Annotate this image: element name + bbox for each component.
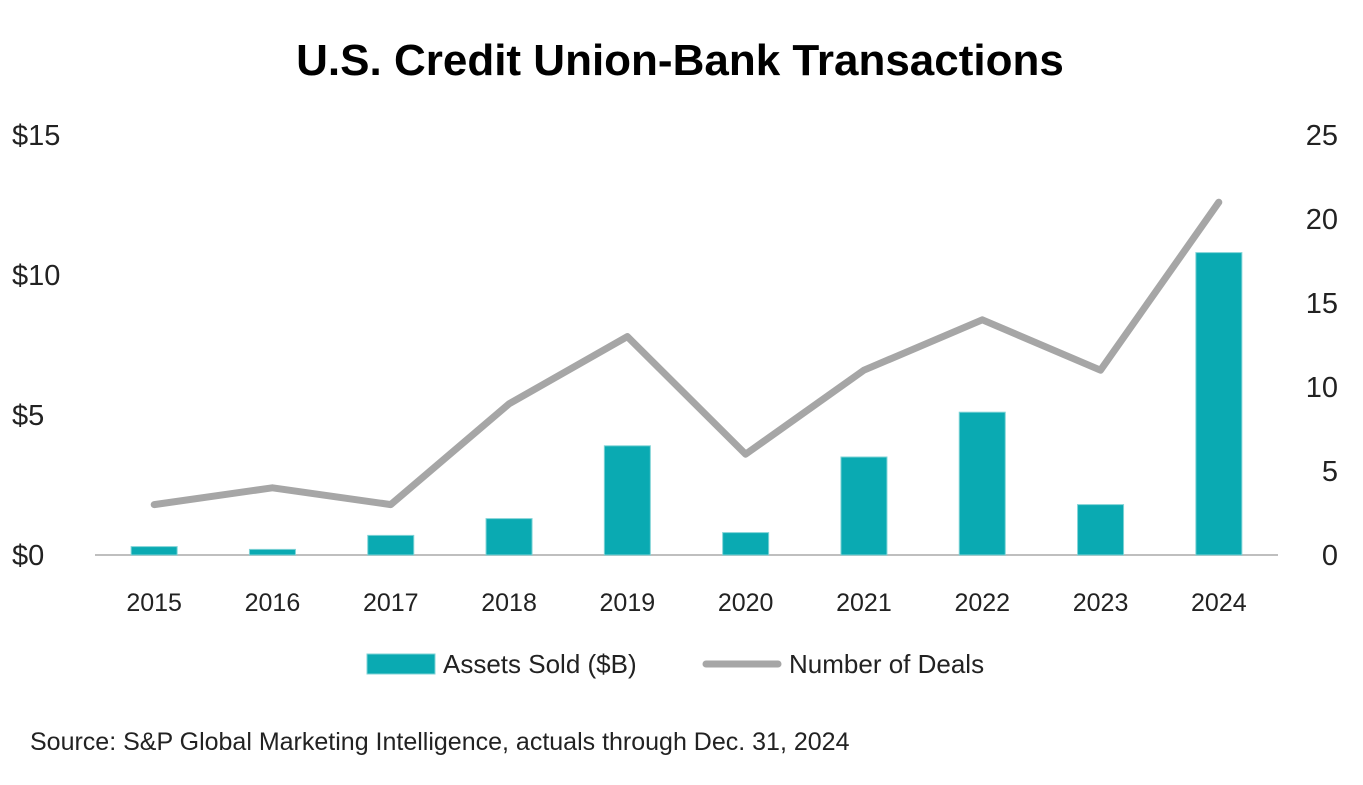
- x-tick-label: 2017: [363, 589, 419, 617]
- left-tick-label: $10: [12, 260, 60, 292]
- x-tick-label: 2019: [600, 589, 656, 617]
- left-tick-label: $15: [12, 120, 60, 152]
- bar-2024: [1195, 252, 1243, 556]
- x-tick-label: 2020: [718, 589, 774, 617]
- right-tick-label: 0: [1322, 540, 1338, 572]
- bar-2022: [958, 411, 1006, 556]
- left-tick-label: $5: [12, 400, 44, 432]
- right-tick-label: 15: [1306, 288, 1338, 320]
- chart-title: U.S. Credit Union-Bank Transactions: [296, 36, 1064, 85]
- deals-point-2015: [153, 504, 155, 506]
- bar-2023: [1077, 504, 1125, 556]
- deals-point-2017: [390, 504, 392, 506]
- deals-point-2023: [1100, 369, 1102, 371]
- deals-point-2022: [981, 319, 983, 321]
- deals-point-2020: [745, 453, 747, 455]
- right-tick-label: 5: [1322, 456, 1338, 488]
- legend-label-number-of-deals: Number of Deals: [789, 649, 984, 679]
- x-tick-label: 2016: [245, 589, 301, 617]
- deals-point-2018: [508, 403, 510, 405]
- left-axis: $0 $5 $10 $15: [12, 120, 60, 572]
- bar-2015: [130, 546, 178, 556]
- right-tick-label: 25: [1306, 120, 1338, 152]
- bar-2021: [840, 456, 888, 556]
- bar-series: [130, 252, 1243, 556]
- x-tick-label: 2018: [481, 589, 537, 617]
- x-tick-label: 2015: [126, 589, 182, 617]
- x-tick-label: 2024: [1191, 589, 1247, 617]
- deals-line: [150, 198, 1223, 509]
- bar-2018: [485, 518, 533, 556]
- bar-2017: [367, 534, 415, 556]
- deals-point-2019: [626, 336, 628, 338]
- bar-2020: [722, 532, 770, 556]
- x-tick-label: 2023: [1073, 589, 1129, 617]
- deals-point-2021: [863, 369, 865, 371]
- x-tick-label: 2021: [836, 589, 892, 617]
- source-note: Source: S&P Global Marketing Intelligenc…: [30, 728, 850, 756]
- x-axis: 2015 2016 2017 2018 2019 2020 2021 2022 2023 2024: [126, 589, 1246, 617]
- right-tick-label: 10: [1306, 372, 1338, 404]
- right-tick-label: 20: [1306, 204, 1338, 236]
- deals-point-2016: [271, 487, 273, 489]
- line-series: [150, 198, 1223, 509]
- left-tick-label: $0: [12, 540, 44, 572]
- legend-label-assets-sold: Assets Sold ($B): [443, 649, 637, 679]
- deals-point-2024: [1218, 201, 1220, 203]
- right-axis: 0 5 10 15 20 25: [1306, 120, 1338, 572]
- x-tick-label: 2022: [954, 589, 1010, 617]
- bar-2016: [248, 548, 296, 556]
- legend: Assets Sold ($B) Number of Deals: [366, 649, 984, 679]
- bar-2019: [603, 445, 651, 556]
- legend-swatch-assets-sold: [366, 653, 436, 675]
